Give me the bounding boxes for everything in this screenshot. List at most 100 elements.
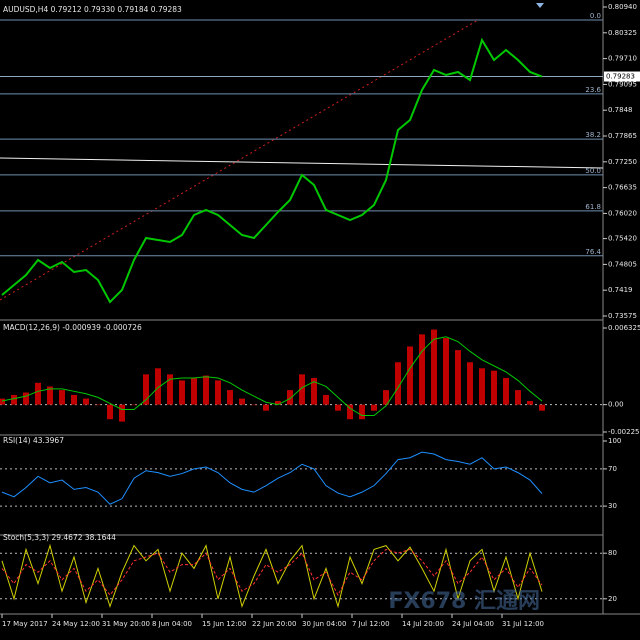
y-tick-label: 0.77250	[608, 158, 637, 166]
fib-label: 0.0	[590, 12, 601, 20]
fib-label: 61.8	[585, 203, 601, 211]
macd-bar	[11, 394, 17, 405]
macd-bar	[371, 404, 377, 411]
y-tick-label: 0.80325	[608, 29, 637, 37]
fib-label: 50.0	[585, 167, 601, 175]
y-tick-label: 70	[608, 465, 617, 473]
panel-title: Stoch(5,3,3) 29.4672 38.1644	[3, 533, 116, 542]
macd-bar	[179, 380, 185, 405]
x-tick-label: 15 Jun 12:00	[202, 620, 246, 628]
y-tick-label: 0.73575	[608, 312, 637, 320]
y-tick-label: 0.7848	[608, 106, 633, 114]
macd-bar	[491, 370, 497, 405]
macd-bar	[239, 398, 245, 405]
fibo-base-line	[0, 19, 479, 301]
series-line	[1, 451, 543, 505]
macd-bar	[383, 390, 389, 405]
macd-bar	[335, 404, 341, 411]
macd-bar	[359, 404, 365, 420]
macd-bar	[479, 368, 485, 405]
panel-title: AUDUSD,H4 0.79212 0.79330 0.79184 0.7928…	[3, 5, 182, 14]
macd-bar	[455, 350, 461, 405]
x-tick-label: 22 Jun 20:00	[252, 620, 296, 628]
macd-bar	[83, 398, 89, 405]
macd-bar	[107, 404, 113, 420]
macd-bar	[23, 392, 29, 405]
macd-bar	[395, 362, 401, 405]
x-tick-label: 24 Jul 04:00	[452, 620, 494, 628]
macd-bar	[167, 374, 173, 405]
macd-bar	[323, 394, 329, 405]
macd-bar	[539, 404, 545, 411]
y-tick-label: -0.002257	[608, 428, 640, 436]
y-tick-label: 0.80940	[608, 3, 637, 11]
fib-label: 38.2	[585, 131, 601, 139]
macd-bar	[203, 375, 209, 405]
series-line	[1, 336, 543, 417]
macd-bar	[299, 374, 305, 405]
y-tick-label: 0.79095	[608, 80, 637, 88]
macd-bar	[191, 377, 197, 405]
macd-bar	[431, 329, 437, 405]
macd-bar	[119, 404, 125, 422]
panel-title: RSI(14) 43.3967	[3, 436, 64, 445]
macd-bar	[515, 390, 521, 405]
watermark: FX678 汇通网	[388, 589, 540, 614]
macd-bar	[143, 374, 149, 405]
y-tick-label: 0.006325	[608, 324, 640, 332]
x-tick-label: 7 Jul 12:00	[352, 620, 390, 628]
macd-bar	[407, 346, 413, 405]
panel-title: MACD(12,26,9) -0.000939 -0.000726	[3, 323, 142, 332]
macd-bar	[503, 377, 509, 405]
y-tick-label: 0.76020	[608, 209, 637, 217]
macd-bar	[347, 404, 353, 420]
y-tick-label: 0.00	[608, 401, 624, 409]
series-line	[1, 37, 543, 304]
y-tick-label: 0.75420	[608, 235, 637, 243]
macd-bar	[275, 401, 281, 405]
x-tick-label: 31 May 20:00	[102, 620, 150, 628]
x-tick-label: 30 Jun 04:00	[302, 620, 346, 628]
x-tick-label: 31 Jul 12:00	[502, 620, 544, 628]
macd-bar	[47, 386, 53, 405]
macd-bar	[527, 401, 533, 405]
macd-bar	[0, 398, 5, 405]
y-tick-label: 30	[608, 502, 617, 510]
current-price-label: 0.79283	[606, 73, 635, 81]
y-tick-label: 0.76635	[608, 184, 637, 192]
macd-bar	[215, 380, 221, 405]
y-tick-label: 100	[608, 437, 621, 445]
macd-bar	[251, 404, 257, 406]
y-tick-label: 0.74805	[608, 260, 637, 268]
macd-bar	[71, 394, 77, 405]
fib-label: 76.4	[585, 248, 601, 256]
y-tick-label: 0.7419	[608, 286, 633, 294]
fib-label: 23.6	[585, 86, 601, 94]
trend-line	[0, 157, 604, 169]
macd-bar	[59, 390, 65, 405]
macd-bar	[155, 368, 161, 405]
macd-bar	[227, 390, 233, 405]
macd-bar	[287, 390, 293, 405]
macd-bar	[131, 404, 137, 406]
current-price-box	[604, 71, 640, 82]
series-line	[1, 548, 543, 597]
y-tick-label: 0.77865	[608, 132, 637, 140]
y-tick-label: 20	[608, 595, 617, 603]
x-tick-label: 14 Jul 20:00	[402, 620, 444, 628]
macd-bar	[95, 404, 101, 406]
y-tick-label: 0.79710	[608, 55, 637, 63]
macd-bar	[467, 362, 473, 405]
macd-bar	[443, 337, 449, 405]
macd-bar	[419, 334, 425, 405]
x-tick-label: 17 May 2017	[2, 620, 48, 628]
x-tick-label: 24 May 12:00	[52, 620, 100, 628]
macd-bar	[35, 382, 41, 405]
y-tick-label: 80	[608, 549, 617, 557]
macd-bar	[311, 377, 317, 405]
shift-marker	[536, 3, 544, 8]
x-tick-label: 8 Jun 04:00	[152, 620, 192, 628]
macd-bar	[263, 404, 269, 411]
